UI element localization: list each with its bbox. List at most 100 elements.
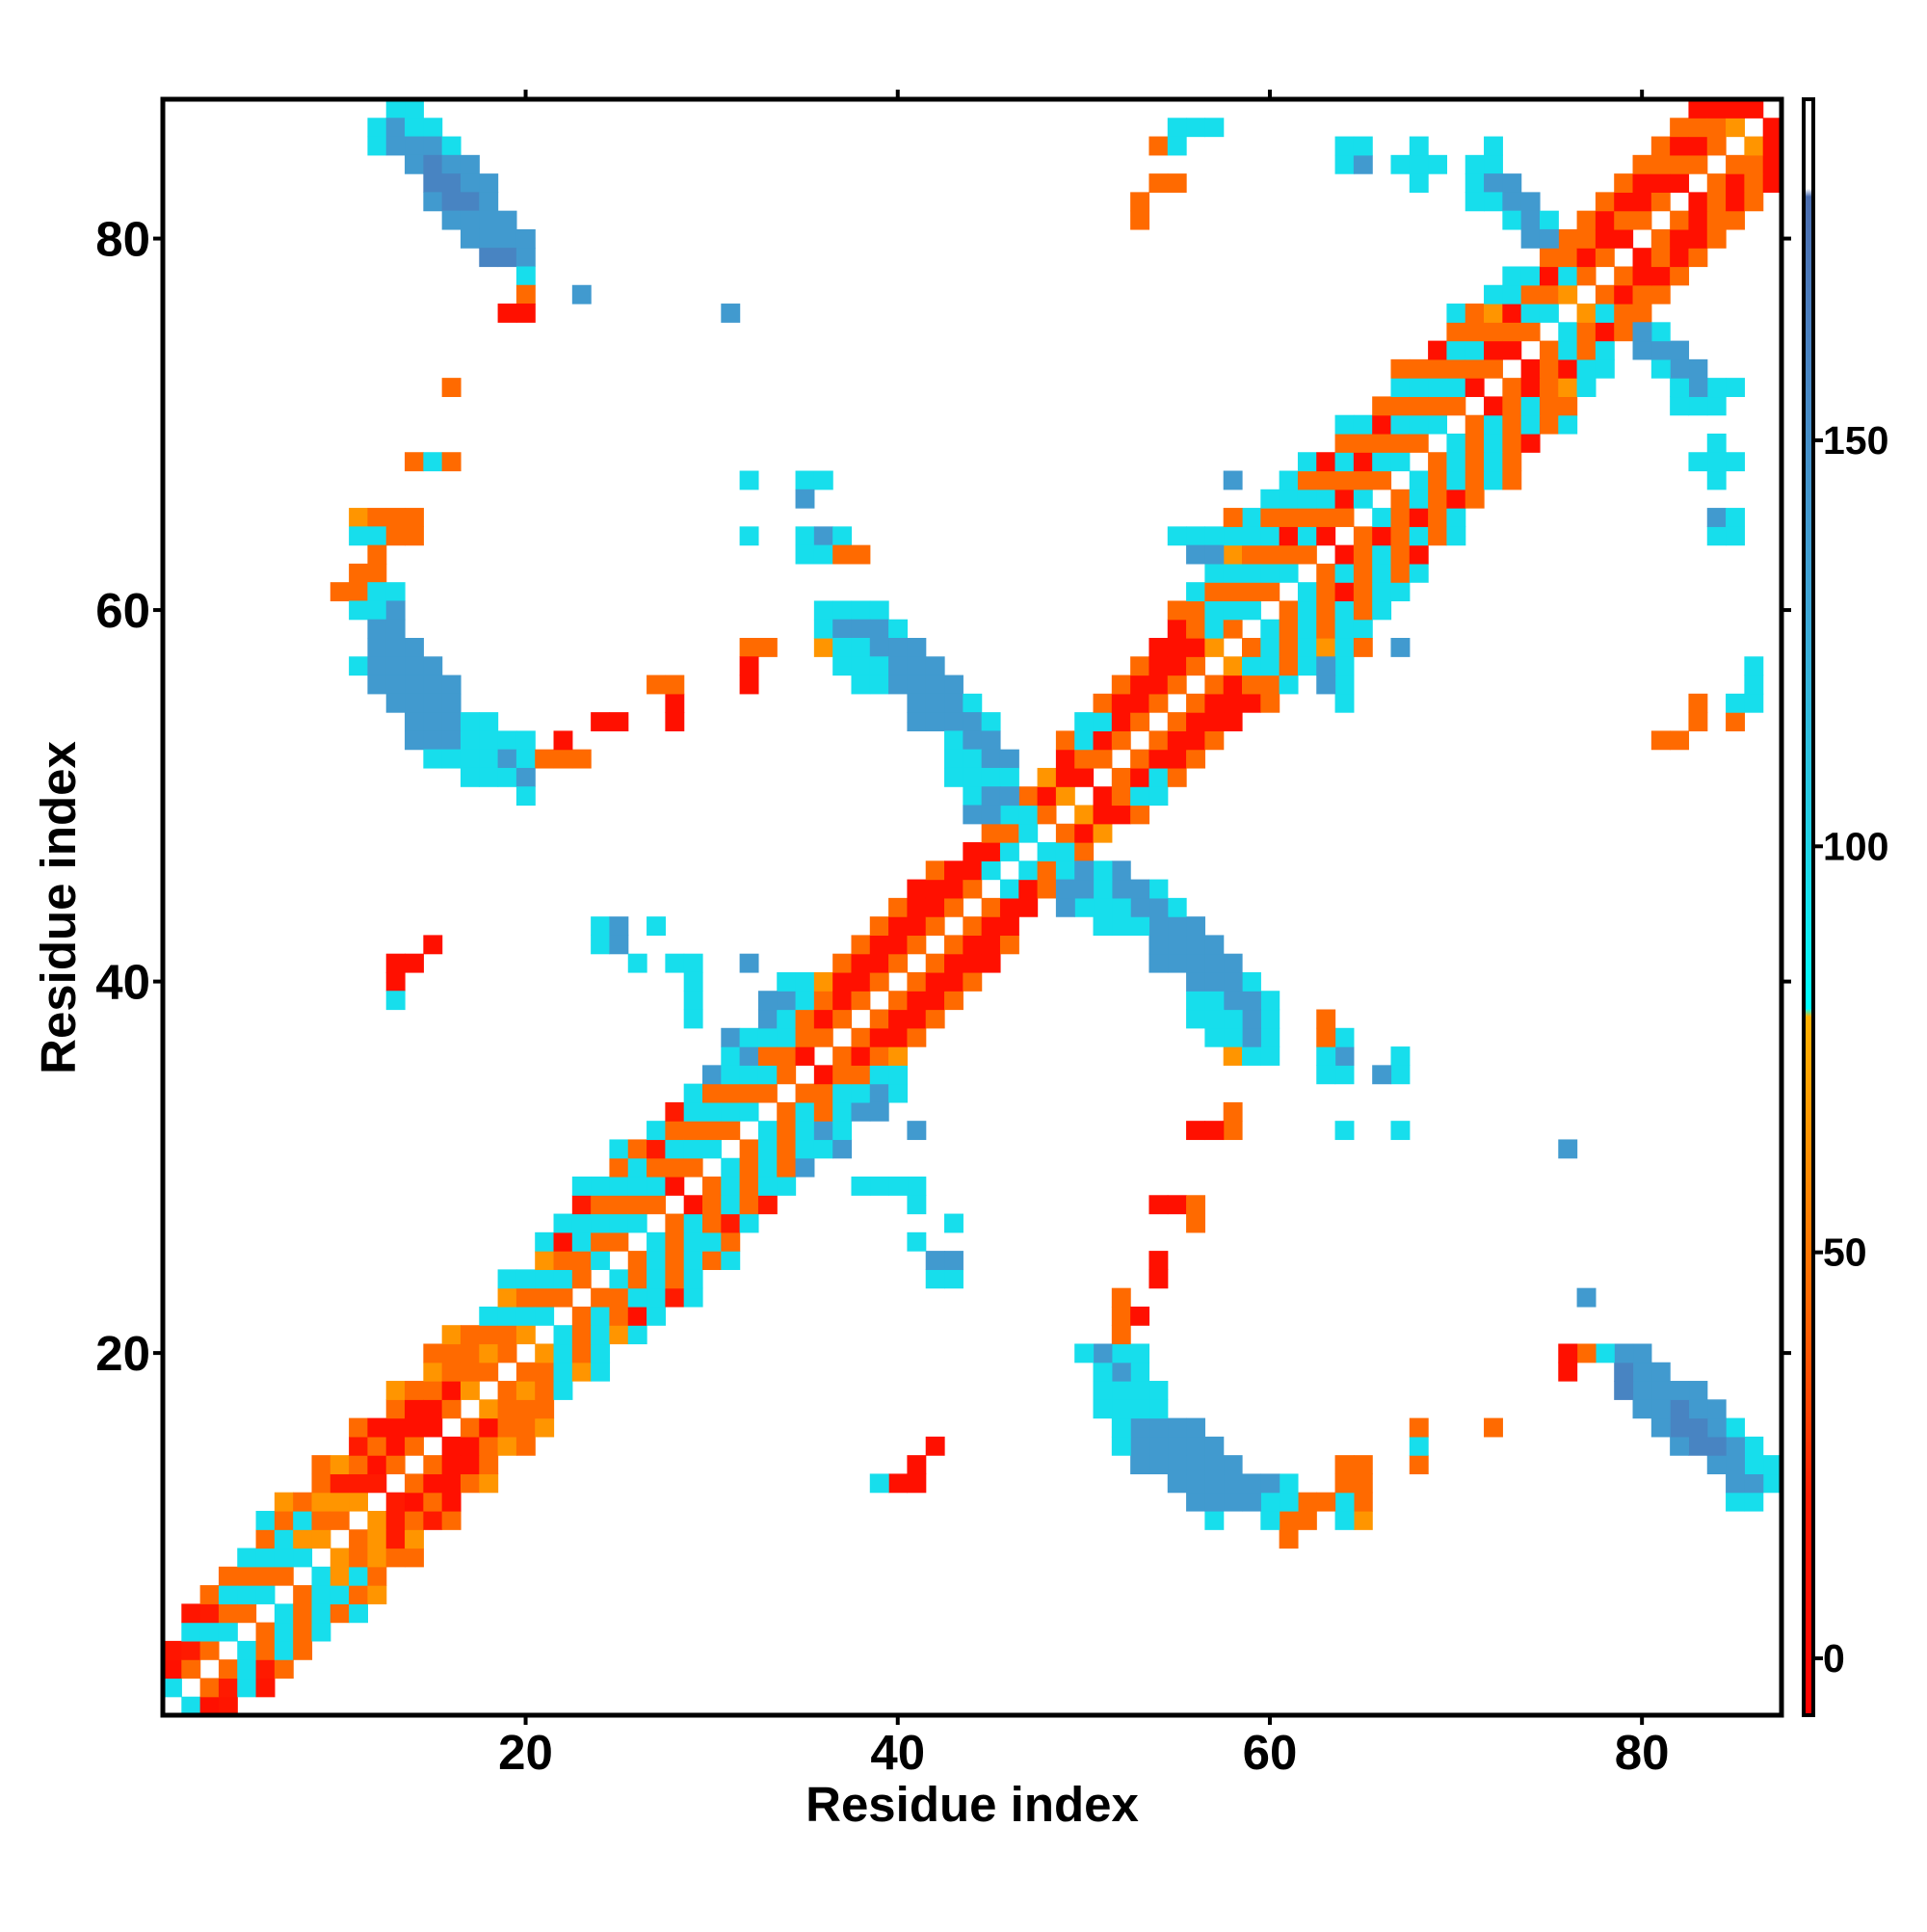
cell bbox=[479, 749, 499, 769]
cell bbox=[330, 1473, 350, 1494]
cell bbox=[1186, 600, 1205, 621]
cell bbox=[832, 656, 853, 676]
cell bbox=[1502, 414, 1522, 435]
cell bbox=[274, 1492, 294, 1512]
cell bbox=[1576, 340, 1597, 360]
cell bbox=[1539, 358, 1559, 379]
cell bbox=[385, 971, 406, 992]
cell bbox=[405, 730, 424, 751]
cell bbox=[1744, 693, 1764, 713]
cell bbox=[1353, 1492, 1373, 1512]
cell bbox=[330, 1585, 350, 1604]
cell bbox=[1670, 730, 1690, 751]
cell bbox=[1595, 248, 1615, 268]
cell bbox=[497, 749, 517, 769]
cell bbox=[571, 1231, 592, 1252]
cell bbox=[479, 1362, 499, 1382]
cell bbox=[1539, 304, 1559, 323]
cell bbox=[1186, 712, 1205, 731]
cell bbox=[981, 953, 1001, 973]
cell bbox=[1465, 154, 1485, 174]
cell bbox=[1390, 1065, 1411, 1085]
cell bbox=[405, 1492, 424, 1512]
cell bbox=[1186, 656, 1205, 676]
cell bbox=[1706, 173, 1727, 193]
cell bbox=[702, 1139, 722, 1159]
cell bbox=[181, 1659, 201, 1680]
cell bbox=[1706, 228, 1727, 249]
cell bbox=[1260, 991, 1280, 1011]
cell bbox=[237, 1566, 257, 1586]
cell bbox=[647, 1287, 666, 1308]
cell bbox=[423, 154, 443, 174]
cell bbox=[479, 1473, 499, 1494]
cell bbox=[218, 1678, 238, 1698]
cell bbox=[330, 1548, 350, 1568]
cell bbox=[1223, 1121, 1243, 1141]
cell bbox=[851, 935, 871, 955]
cell bbox=[405, 638, 424, 657]
cell bbox=[832, 526, 853, 546]
cell bbox=[255, 1548, 276, 1568]
cell bbox=[441, 1473, 462, 1494]
cell bbox=[515, 284, 536, 304]
cell bbox=[423, 712, 443, 731]
cell bbox=[367, 1455, 387, 1475]
cell bbox=[1167, 619, 1187, 639]
cell bbox=[1576, 322, 1597, 342]
cell bbox=[1502, 396, 1522, 416]
cell bbox=[1130, 210, 1150, 230]
cell bbox=[1539, 284, 1559, 304]
cell bbox=[349, 1603, 369, 1624]
cell bbox=[367, 118, 387, 138]
cell bbox=[1670, 266, 1690, 286]
cell bbox=[1316, 1492, 1336, 1512]
cell bbox=[1204, 971, 1225, 992]
cell bbox=[423, 118, 443, 138]
cell bbox=[591, 1287, 611, 1308]
cell bbox=[1148, 1381, 1169, 1400]
cell bbox=[1204, 1492, 1225, 1512]
cell bbox=[944, 1251, 964, 1270]
cell bbox=[535, 1399, 555, 1419]
cell bbox=[311, 1492, 331, 1512]
cell bbox=[757, 1027, 778, 1047]
cell bbox=[1446, 433, 1466, 453]
cell bbox=[1316, 508, 1336, 527]
cell bbox=[1670, 1436, 1690, 1456]
cell bbox=[515, 228, 536, 249]
cell bbox=[1186, 916, 1205, 937]
cell bbox=[1055, 842, 1075, 861]
cell bbox=[181, 1603, 201, 1624]
cell bbox=[405, 1381, 424, 1400]
cell bbox=[907, 1121, 927, 1141]
cell bbox=[739, 953, 759, 973]
cell bbox=[1744, 1473, 1764, 1494]
cell bbox=[1372, 433, 1392, 453]
cell bbox=[1520, 378, 1541, 398]
y-tick-label: 40 bbox=[95, 955, 150, 1010]
cell bbox=[1353, 489, 1373, 509]
cell bbox=[627, 1287, 647, 1308]
cell bbox=[851, 600, 871, 621]
cell bbox=[627, 1139, 647, 1159]
cell bbox=[925, 693, 945, 713]
cell bbox=[1334, 470, 1355, 490]
cell bbox=[721, 1157, 741, 1178]
cell bbox=[1614, 1343, 1634, 1363]
cell bbox=[609, 712, 629, 731]
cell bbox=[1502, 284, 1522, 304]
cell bbox=[1130, 656, 1150, 676]
cell bbox=[721, 1121, 741, 1141]
cell bbox=[777, 1027, 797, 1047]
cell bbox=[311, 1510, 331, 1530]
cell bbox=[963, 916, 983, 937]
cell bbox=[423, 1381, 443, 1400]
cell bbox=[757, 1065, 778, 1085]
cell bbox=[479, 712, 499, 731]
cell bbox=[721, 1083, 741, 1103]
cell bbox=[1706, 1417, 1727, 1438]
cell bbox=[1148, 767, 1169, 787]
cell bbox=[1037, 860, 1057, 881]
cell bbox=[1018, 805, 1039, 825]
